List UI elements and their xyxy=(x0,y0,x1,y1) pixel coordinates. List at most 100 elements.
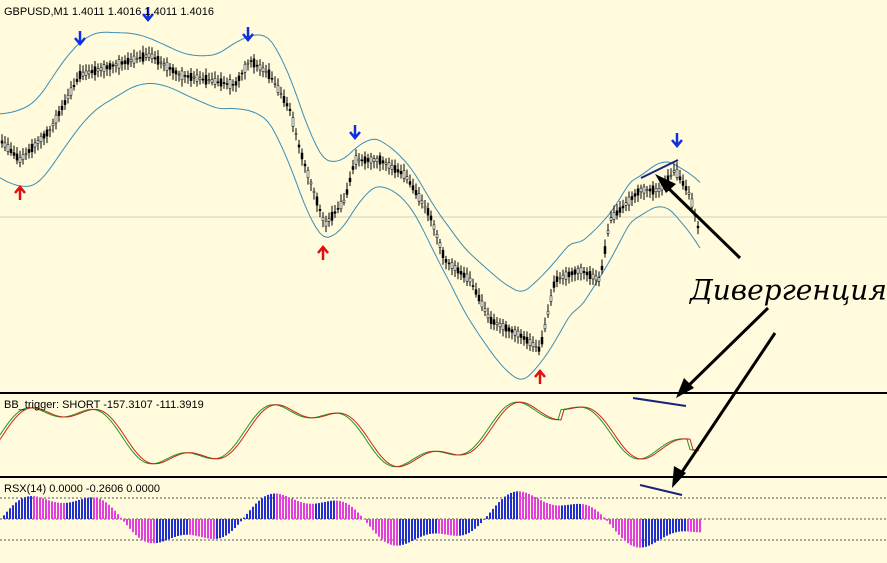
candle-body xyxy=(630,196,634,200)
candle-body xyxy=(360,159,364,162)
histogram-bar xyxy=(180,519,182,536)
candle-body xyxy=(333,211,337,214)
indicator-title: BB_trigger: SHORT -157.3107 -111.3919 xyxy=(4,399,204,411)
candle-body xyxy=(93,66,97,76)
histogram-bar xyxy=(615,519,617,532)
candle-body xyxy=(471,285,475,287)
signal-arrow-up xyxy=(534,369,546,384)
candle-body xyxy=(594,275,598,281)
pointer-arrow xyxy=(660,180,742,260)
candle-body xyxy=(252,58,256,68)
candle-body xyxy=(57,111,61,116)
histogram-bar xyxy=(600,514,602,519)
histogram-bar xyxy=(372,519,374,531)
histogram-bar xyxy=(243,517,245,519)
candle-body xyxy=(390,164,394,170)
histogram-bar xyxy=(312,503,314,519)
candle-body xyxy=(591,273,595,280)
histogram-bar xyxy=(189,519,191,535)
candle-body xyxy=(30,143,34,153)
histogram-bar xyxy=(630,519,632,546)
histogram-bar xyxy=(213,519,215,540)
pointer-arrow xyxy=(676,332,777,479)
histogram-bar xyxy=(672,519,674,534)
candle-body xyxy=(399,171,403,175)
histogram-bar xyxy=(369,519,371,527)
candle-body xyxy=(690,198,694,208)
candle-body xyxy=(627,196,631,206)
candle-body xyxy=(654,188,658,192)
histogram-bar xyxy=(534,496,536,519)
candle-body xyxy=(582,271,586,273)
candle-body xyxy=(363,156,367,164)
candle-body xyxy=(288,108,292,112)
candle-body xyxy=(450,262,454,269)
candle-body xyxy=(645,189,649,191)
histogram-bar xyxy=(351,506,353,519)
candle-body xyxy=(540,337,544,345)
histogram-bar xyxy=(225,519,227,536)
candle-body xyxy=(207,79,211,82)
candle-body xyxy=(585,271,589,276)
histogram-bar xyxy=(417,519,419,539)
histogram-bar xyxy=(297,501,299,519)
candle-body xyxy=(210,79,214,83)
candle-body xyxy=(24,153,28,155)
candle-body xyxy=(636,188,640,196)
bollinger-band-lower xyxy=(0,83,701,380)
histogram-bar xyxy=(198,519,200,537)
candle-body xyxy=(270,78,274,80)
histogram-bar xyxy=(36,496,38,519)
candle-body xyxy=(588,271,592,279)
candle-body xyxy=(0,140,4,144)
histogram-bar xyxy=(282,494,284,519)
candle-body xyxy=(324,221,328,227)
histogram-bar xyxy=(33,496,35,519)
candle-body xyxy=(678,176,682,181)
histogram-bar xyxy=(570,504,572,519)
histogram-bar xyxy=(606,519,608,521)
histogram-bar xyxy=(237,519,239,525)
histogram-bar xyxy=(537,498,539,519)
histogram-bar xyxy=(486,516,488,519)
histogram-bar xyxy=(525,492,527,519)
histogram-bar xyxy=(462,519,464,536)
histogram-bar xyxy=(66,502,68,519)
pane-separator xyxy=(0,476,887,478)
histogram-bar xyxy=(207,519,209,539)
histogram-bar xyxy=(39,497,41,519)
candle-body xyxy=(102,64,106,72)
candle-body xyxy=(609,217,613,221)
candle-body xyxy=(504,324,508,332)
histogram-bar xyxy=(60,502,62,519)
candle-body xyxy=(87,70,91,75)
candle-body xyxy=(375,158,379,162)
candle-body xyxy=(405,176,409,181)
histogram-bar xyxy=(483,519,485,520)
candle-body xyxy=(306,170,310,178)
candle-body xyxy=(105,65,109,70)
histogram-bar xyxy=(402,519,404,545)
candle-body xyxy=(549,295,553,302)
histogram-bar xyxy=(477,519,479,527)
histogram-bar xyxy=(492,508,494,519)
candle-body xyxy=(39,136,43,142)
main-pane xyxy=(0,7,701,384)
candle-body xyxy=(189,73,193,81)
candle-body xyxy=(213,78,217,85)
candle-body xyxy=(225,83,229,85)
candle-body xyxy=(75,79,79,82)
candle-body xyxy=(12,152,16,156)
histogram-bar xyxy=(696,519,698,533)
histogram-bar xyxy=(585,504,587,519)
candle-body xyxy=(279,93,283,96)
histogram-bar xyxy=(156,519,158,544)
candle-body xyxy=(414,190,418,196)
histogram-bar xyxy=(513,491,515,519)
histogram-bar xyxy=(654,519,656,543)
candle-body xyxy=(618,207,622,213)
candle-body xyxy=(165,62,169,71)
histogram-bar xyxy=(102,500,104,519)
histogram-bar xyxy=(147,519,149,543)
